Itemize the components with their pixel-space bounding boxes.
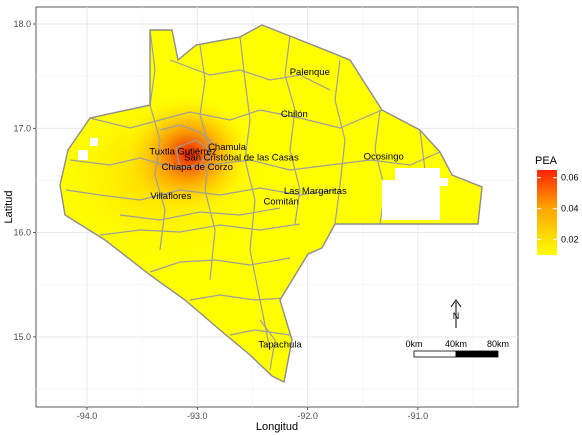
y-axis-title: Latitud [3, 190, 15, 223]
legend-colorbar [537, 170, 557, 255]
legend-tick-label: 0.06 [561, 173, 579, 183]
city-label: Ocosingo [364, 152, 404, 163]
color-legend: PEA 0.06 0.04 0.02 [535, 155, 579, 255]
y-tick-label: 17.0 [13, 123, 31, 133]
axis-ticks: -94.0 -93.0 -92.0 -91.0 15.0 16.0 17.0 18.0 [13, 19, 428, 421]
city-label: Las Margaritas [284, 186, 347, 197]
city-label: Tuxtla Gutiérrez [149, 146, 216, 157]
city-label: Comitán [263, 196, 298, 207]
north-arrow-head-icon [450, 299, 462, 308]
scale-bar-black-segment [455, 350, 499, 358]
x-tick-label: -93.0 [187, 411, 208, 421]
legend-title: PEA [535, 155, 558, 167]
scale-bar-white-segment [413, 350, 457, 358]
scale-label-0: 0km [405, 339, 422, 349]
north-arrow-label: N [453, 311, 460, 321]
y-tick-label: 18.0 [13, 19, 31, 29]
city-label: San Cristóbal de las Casas [184, 153, 299, 164]
city-label: Chiapa de Corzo [162, 162, 233, 173]
legend-tick-label: 0.04 [561, 204, 579, 214]
state-outline [59, 24, 483, 384]
x-tick-label: -92.0 [297, 411, 318, 421]
city-label: Palenque [290, 67, 330, 78]
municipal-boundaries [65, 29, 441, 371]
x-tick-label: -94.0 [77, 411, 98, 421]
scale-bar: 0km 40km 80km [405, 339, 509, 358]
y-tick-label: 16.0 [13, 228, 31, 238]
legend-ticks: 0.06 0.04 0.02 [537, 173, 579, 245]
x-axis-title: Longitud [256, 421, 298, 433]
city-label: Villaflores [150, 191, 191, 202]
raster-gaps [78, 138, 448, 220]
legend-tick-label: 0.02 [561, 235, 579, 245]
city-label: Chilón [281, 109, 308, 120]
x-tick-label: -91.0 [408, 411, 429, 421]
scale-label-80: 80km [487, 339, 509, 349]
scale-label-40: 40km [445, 339, 467, 349]
city-label: Chamula [208, 142, 247, 153]
north-arrow: N [450, 299, 462, 328]
y-tick-label: 15.0 [13, 332, 31, 342]
city-label: Tapachula [258, 339, 302, 350]
